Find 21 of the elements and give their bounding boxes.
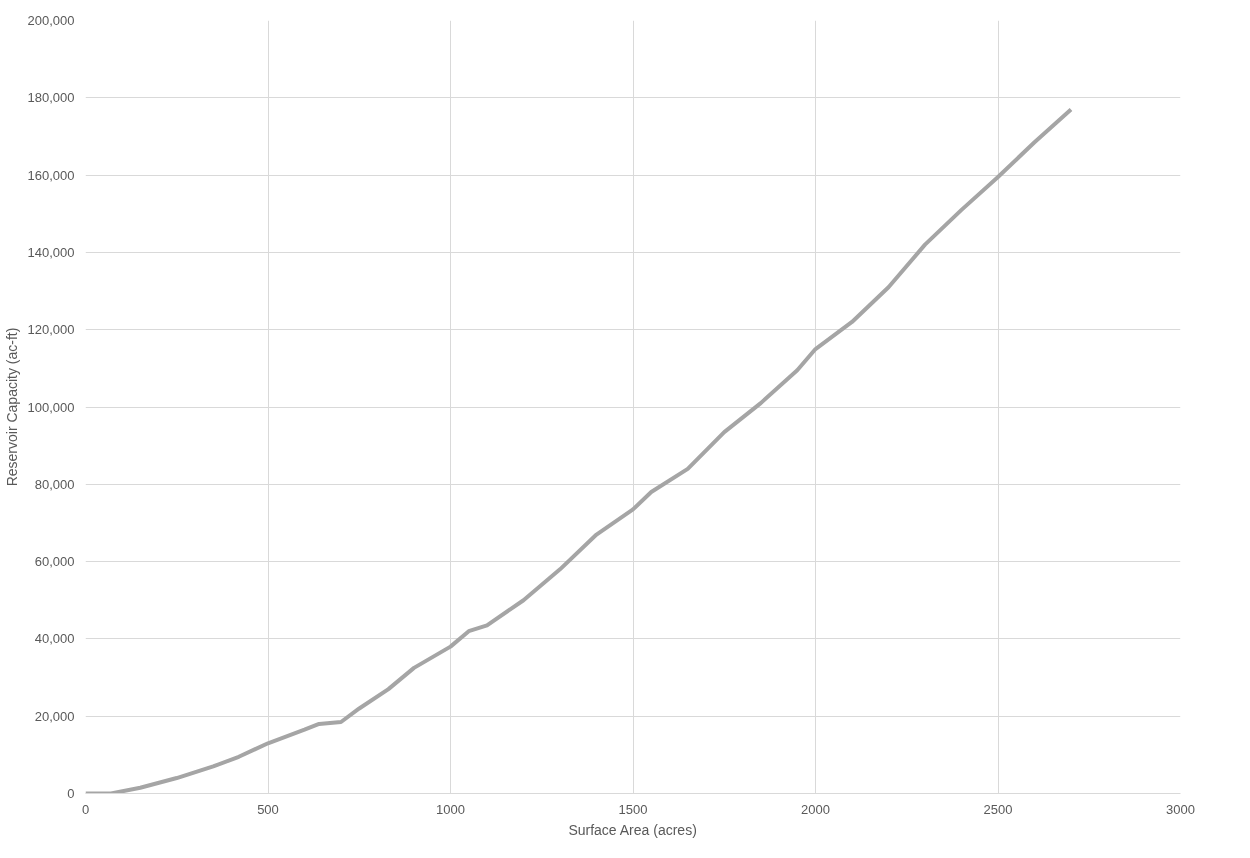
x-tick-label: 2500 [983,801,1013,817]
y-tick-label: 120,000 [27,322,75,338]
y-tick-label: 60,000 [34,554,75,570]
x-axis-title: Surface Area (acres) [568,821,697,838]
y-tick-label: 40,000 [34,631,75,647]
y-tick-label: 80,000 [34,476,75,492]
y-tick-label: 160,000 [27,167,75,183]
y-tick-label: 0 [67,786,75,801]
x-tick-label: 500 [257,801,279,817]
x-tick-label: 3000 [1166,801,1195,817]
x-tick-label: 1000 [436,801,465,817]
x-tick-label: 2000 [801,801,830,817]
x-tick-label: 1500 [618,801,648,817]
y-tick-label: 100,000 [27,399,75,415]
x-tick-label: 0 [81,801,90,817]
y-tick-label: 20,000 [34,708,75,724]
y-tick-label: 180,000 [27,90,75,106]
line-series [85,107,1073,794]
y-axis-title: Reservoir Capacity (ac-ft) [3,327,20,487]
y-tick-label: 140,000 [27,244,75,260]
y-tick-label: 200,000 [27,13,75,28]
